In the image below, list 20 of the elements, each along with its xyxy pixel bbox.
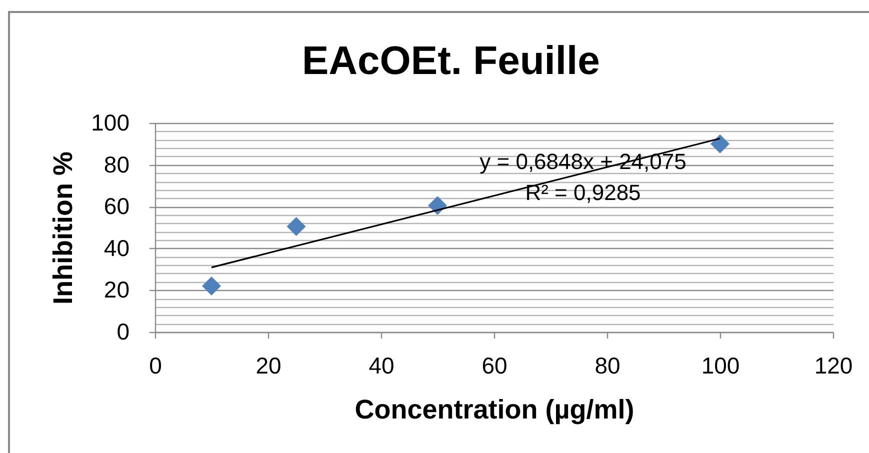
x-tick-label: 120 xyxy=(814,352,853,378)
x-tick-label: 20 xyxy=(256,352,282,378)
point xyxy=(428,196,447,216)
y-tick-label: 40 xyxy=(104,234,130,261)
x-tick-label: 100 xyxy=(701,352,740,378)
x-tick-label: 40 xyxy=(368,352,394,378)
y-tick-label: 100 xyxy=(91,110,130,136)
point xyxy=(286,216,306,236)
y-tick-label: 60 xyxy=(104,193,130,220)
x-tick-label: 80 xyxy=(594,352,620,378)
point xyxy=(710,134,730,154)
y-axis-title: Inhibition % xyxy=(48,152,78,304)
x-tick-label: 0 xyxy=(149,352,162,378)
x-tick-label: 60 xyxy=(482,352,508,378)
y-tick-label: 0 xyxy=(116,318,130,344)
x-axis-title: Concentration (µg/ml) xyxy=(354,394,634,424)
y-tick-label: 80 xyxy=(104,151,130,178)
y-tick-label: 20 xyxy=(104,276,130,303)
point xyxy=(202,276,221,296)
chart-title: EAcOEt. Feuille xyxy=(302,39,600,83)
